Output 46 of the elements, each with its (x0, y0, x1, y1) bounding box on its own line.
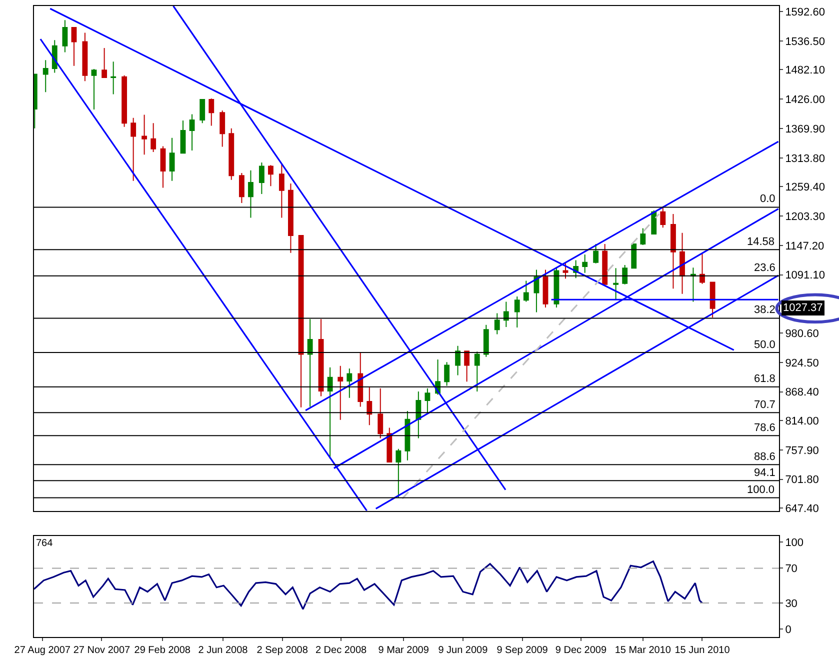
y-tick-label: 1313.80 (785, 152, 825, 165)
y-tick-label: 1369.90 (785, 123, 825, 136)
annotation: 50.0 (754, 339, 776, 351)
annotation: 1027.37 (783, 302, 823, 314)
y-tick-label: 30 (785, 598, 798, 610)
x-tick-label: 15 Jun 2010 (674, 645, 730, 656)
y-tick-label: 0 (785, 624, 792, 636)
annotation: 78.6 (754, 422, 776, 434)
y-tick-label: 701.80 (785, 474, 819, 486)
y-tick-label: 1482.10 (785, 64, 825, 76)
y-tick-label: 70 (785, 563, 798, 576)
x-tick-label: 2 Jun 2008 (198, 645, 248, 656)
x-tick-label: 2 Dec 2008 (315, 645, 368, 656)
annotation: 70.7 (754, 399, 776, 411)
annotation: 38.2 (754, 304, 776, 316)
annotation: 23.6 (754, 262, 776, 274)
x-tick-label: 27 Aug 2007 (14, 645, 71, 656)
y-tick-label: 1536.50 (785, 36, 825, 48)
y-tick-label: 1259.40 (785, 181, 825, 194)
x-tick-label: 9 Jun 2009 (438, 645, 488, 656)
y-tick-label: 1203.30 (785, 210, 825, 223)
annotation: 94.1 (754, 467, 776, 479)
annotation: 764 (36, 538, 54, 549)
x-tick-label: 15 Mar 2010 (614, 645, 672, 656)
y-tick-label: 1426.00 (785, 94, 825, 106)
y-tick-label: 1147.20 (785, 240, 824, 252)
y-tick-label: 1091.10 (785, 270, 825, 282)
y-tick-label: 100 (785, 536, 804, 549)
y-tick-label: 1592.60 (785, 6, 825, 18)
annotation: 0.0 (760, 193, 776, 205)
annotation: 88.6 (754, 451, 776, 463)
x-tick-label: 9 Mar 2009 (378, 645, 430, 656)
x-tick-label: 9 Sep 2009 (496, 645, 548, 656)
y-tick-label: 868.40 (785, 386, 819, 399)
x-tick-label: 2 Sep 2008 (256, 645, 308, 656)
y-tick-label: 814.00 (785, 415, 819, 428)
x-tick-label: 27 Nov 2007 (73, 645, 131, 656)
annotation: 61.8 (754, 373, 776, 385)
y-tick-label: 924.50 (785, 357, 819, 370)
x-tick-label: 9 Dec 2009 (555, 645, 607, 656)
y-tick-label: 647.40 (785, 502, 819, 515)
x-tick-label: 29 Feb 2008 (134, 645, 191, 656)
annotation: 14.58 (747, 236, 775, 248)
annotation: 100.0 (747, 484, 775, 496)
y-tick-label: 980.60 (785, 328, 819, 340)
y-tick-label: 757.90 (785, 444, 819, 457)
